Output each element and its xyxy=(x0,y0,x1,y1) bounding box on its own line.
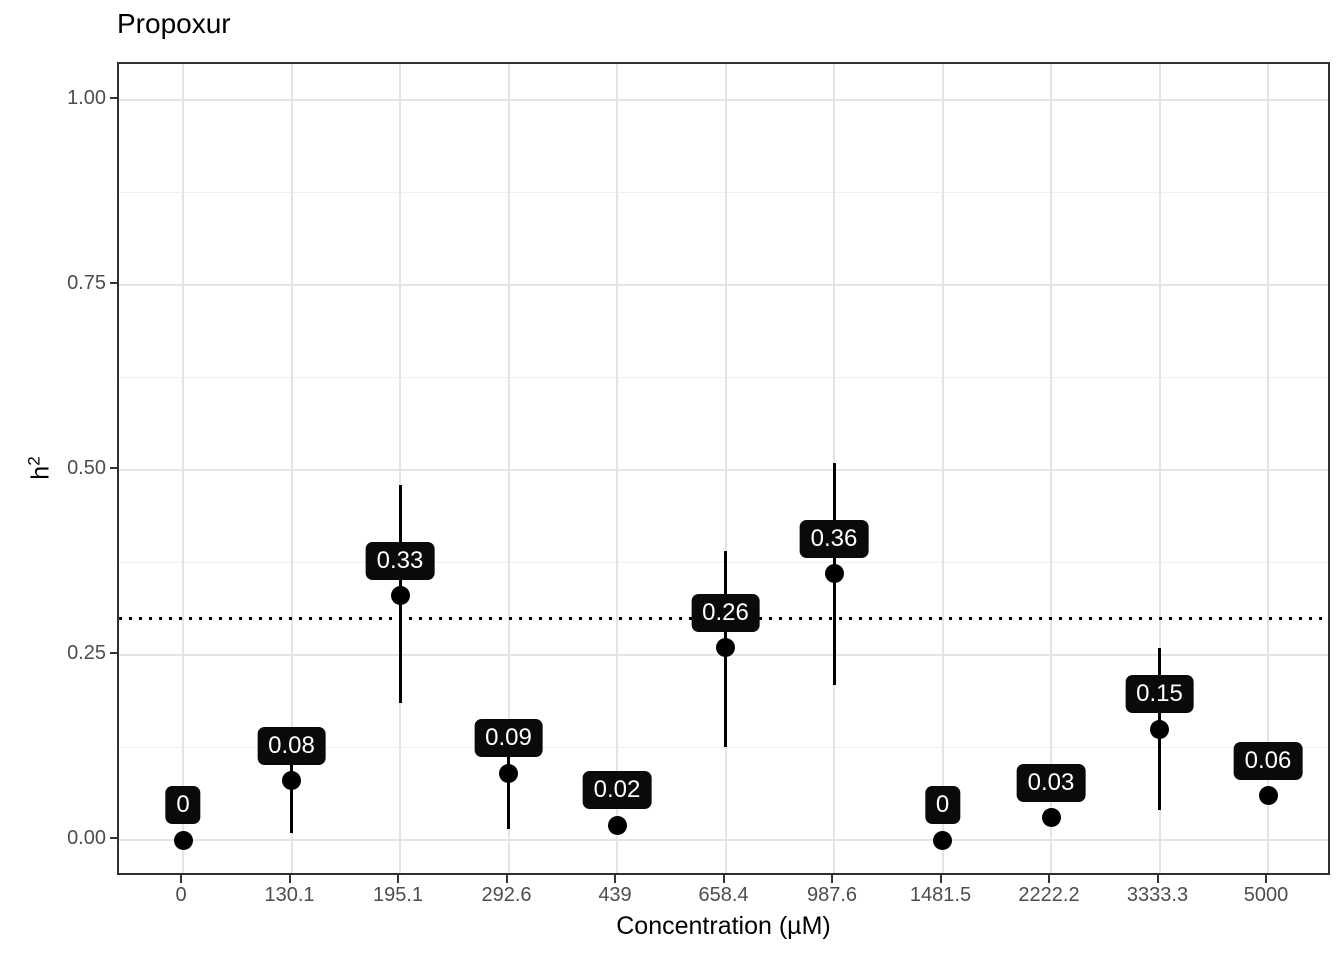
y-axis-tick xyxy=(110,837,117,839)
plot-panel: 0 0.08 0.33 0.09 0.02 0.26 0.36 0 0.03 0.15 0.06 xyxy=(117,62,1330,875)
x-axis-tick xyxy=(180,875,182,883)
gridline-vertical-major xyxy=(182,64,184,873)
value-label: 0.26 xyxy=(691,593,760,632)
gridline-vertical-major xyxy=(1267,64,1269,873)
y-axis-tick xyxy=(110,652,117,654)
x-axis-title: Concentration (µM) xyxy=(616,912,831,940)
y-tick-label: 1.00 xyxy=(67,87,106,109)
gridline-vertical-major xyxy=(1158,64,1161,873)
x-tick-label: 1481.5 xyxy=(909,884,972,906)
value-label: 0.36 xyxy=(799,519,869,558)
value-label: 0 xyxy=(924,786,961,824)
value-label: 0.33 xyxy=(365,541,435,580)
data-point xyxy=(1258,786,1278,806)
data-point xyxy=(390,586,410,606)
data-point xyxy=(282,771,301,791)
y-axis-tick xyxy=(110,467,117,469)
data-point xyxy=(1150,719,1169,739)
x-tick-label: 439 xyxy=(598,884,632,906)
x-tick-label: 195.1 xyxy=(372,884,424,906)
value-label: 0 xyxy=(165,786,201,824)
gridline-horizontal-major xyxy=(119,469,1328,471)
chart-title: Propoxur xyxy=(117,8,231,39)
gridline-horizontal-major xyxy=(119,839,1328,841)
gridline-vertical-major xyxy=(616,64,618,873)
gridline-horizontal-minor xyxy=(119,562,1328,563)
x-tick-label: 987.6 xyxy=(806,884,858,906)
x-axis-tick xyxy=(1156,875,1159,883)
y-tick-label: 0.25 xyxy=(67,642,106,664)
data-point xyxy=(716,638,735,658)
y-tick-label: 0.00 xyxy=(67,827,106,849)
data-point xyxy=(499,763,518,783)
gridline-horizontal-major xyxy=(119,284,1328,286)
y-tick-label: 0.50 xyxy=(67,457,106,479)
x-tick-label: 292.6 xyxy=(481,884,532,906)
y-axis-tick xyxy=(110,282,117,284)
gridline-horizontal-minor xyxy=(119,192,1328,193)
x-tick-label: 3333.3 xyxy=(1126,884,1189,906)
data-point xyxy=(607,815,627,835)
x-tick-label: 5000 xyxy=(1243,884,1289,906)
value-label: 0.15 xyxy=(1125,675,1194,713)
x-axis-tick xyxy=(722,875,725,883)
gridline-vertical-major xyxy=(724,64,727,873)
data-point xyxy=(824,564,844,584)
x-tick-label: 2222.2 xyxy=(1018,884,1080,906)
x-tick-label: 658.4 xyxy=(698,884,749,906)
gridline-vertical-major xyxy=(399,64,401,873)
value-label: 0.09 xyxy=(474,719,543,758)
y-tick-label: 0.75 xyxy=(67,272,106,294)
gridline-vertical-major xyxy=(290,64,293,873)
value-label: 0.03 xyxy=(1016,763,1086,802)
x-axis-tick xyxy=(397,875,399,883)
data-point xyxy=(1041,808,1061,828)
x-axis-tick xyxy=(505,875,508,883)
x-axis-tick xyxy=(1265,875,1267,883)
x-tick-label: 0 xyxy=(175,884,187,906)
x-axis-tick xyxy=(939,875,942,883)
x-axis-tick xyxy=(1048,875,1050,883)
y-axis-tick xyxy=(110,97,117,99)
gridline-vertical-major xyxy=(1050,64,1052,873)
value-label: 0.06 xyxy=(1233,741,1303,780)
value-label: 0.08 xyxy=(257,726,326,765)
data-point xyxy=(173,830,193,850)
gridline-vertical-major xyxy=(941,64,944,873)
gridline-horizontal-major xyxy=(119,99,1328,101)
gridline-vertical-major xyxy=(507,64,510,873)
x-axis-tick xyxy=(614,875,616,883)
value-label: 0.02 xyxy=(582,771,652,810)
gridline-horizontal-minor xyxy=(119,377,1328,378)
data-point xyxy=(933,830,952,850)
x-tick-label: 130.1 xyxy=(264,884,315,906)
x-axis-tick xyxy=(831,875,833,883)
gridline-horizontal-minor xyxy=(119,747,1328,748)
x-axis-tick xyxy=(288,875,291,883)
